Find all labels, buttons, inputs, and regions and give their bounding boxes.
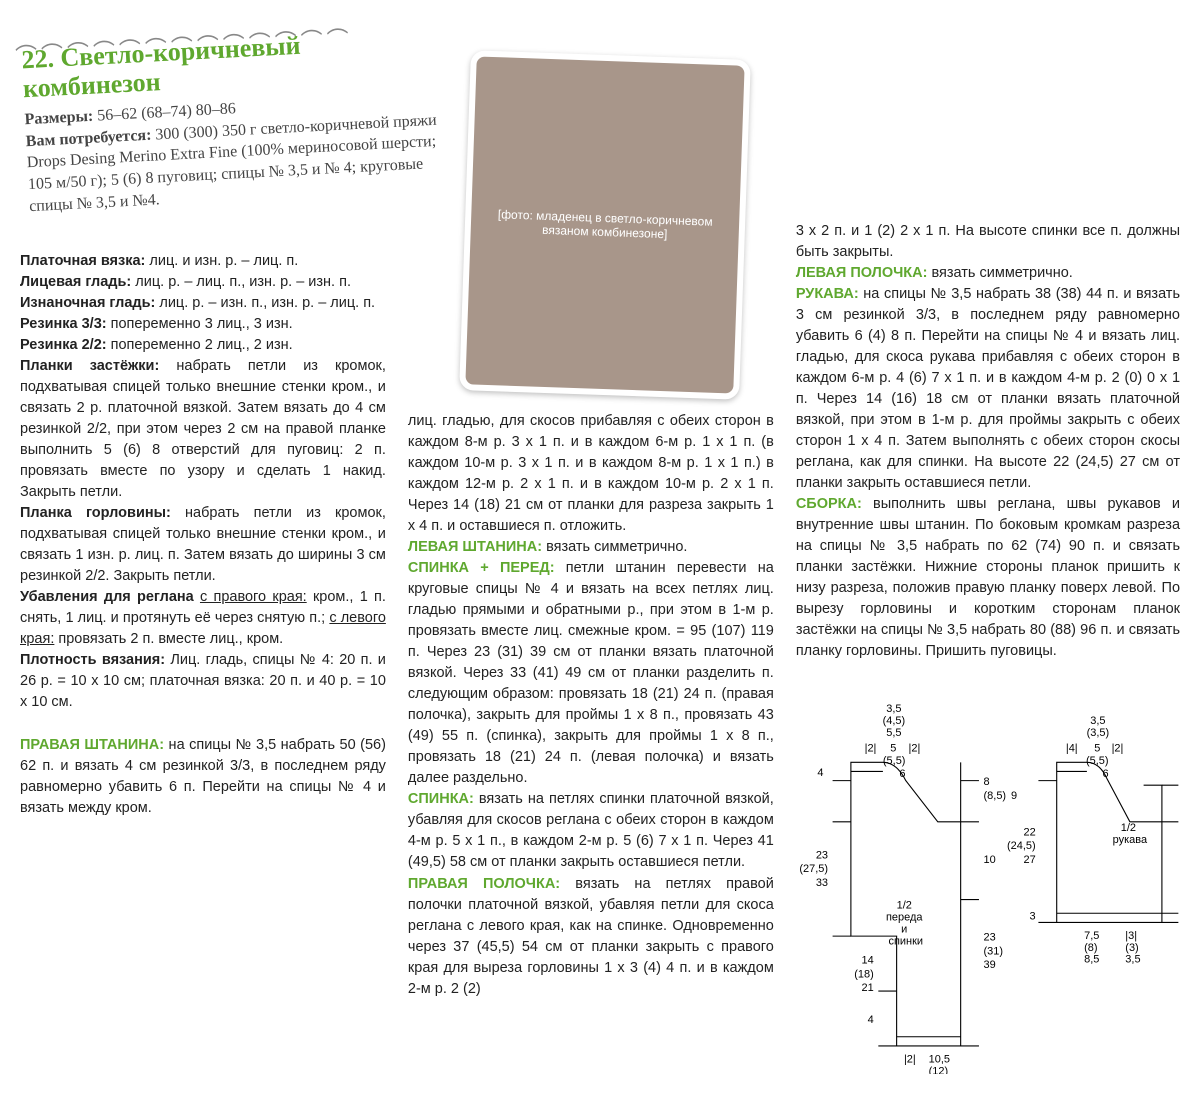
sizes-value: 56–62 (68–74) 80–86 <box>97 100 236 124</box>
svg-text:4: 4 <box>817 768 823 780</box>
svg-text:5: 5 <box>890 743 896 755</box>
svg-text:8,5: 8,5 <box>1084 954 1099 966</box>
neckband-label: Планка горловины: <box>20 505 171 521</box>
svg-text:33: 33 <box>816 877 828 889</box>
materials-value: 300 (300) 350 г светло-коричневой пряжи … <box>26 112 437 215</box>
svg-text:|2|: |2| <box>864 743 876 755</box>
svg-text:21: 21 <box>861 983 873 995</box>
svg-text:23: 23 <box>983 932 995 944</box>
rev-stockinette-text: лиц. р. – изн. п., изн. р. – лиц. п. <box>155 295 375 311</box>
svg-text:(3,5): (3,5) <box>1086 727 1109 739</box>
rib33-text: попеременно 3 лиц., 3 изн. <box>107 316 293 332</box>
left-front-label: ЛЕВАЯ ПОЛОЧКА: <box>796 265 928 281</box>
rib33-label: Резинка 3/3: <box>20 316 107 332</box>
raglan-left-text: провязать 2 п. вместе лиц., кром. <box>54 631 283 647</box>
svg-text:(24,5): (24,5) <box>1007 841 1036 853</box>
left-leg-text: вязать симметрично. <box>542 539 687 555</box>
svg-text:39: 39 <box>983 960 995 972</box>
svg-text:8: 8 <box>983 777 989 789</box>
stockinette-text: лиц. р. – лиц. п., изн. р. – изн. п. <box>131 274 351 290</box>
assembly-label: СБОРКА: <box>796 496 862 512</box>
right-front-label: ПРАВАЯ ПОЛОЧКА: <box>408 876 560 892</box>
svg-text:23: 23 <box>816 850 828 862</box>
svg-text:(4,5): (4,5) <box>882 715 905 727</box>
svg-text:22: 22 <box>1023 827 1035 839</box>
svg-text:|3|: |3| <box>1125 930 1137 942</box>
svg-text:3,5: 3,5 <box>1090 715 1105 727</box>
svg-text:1/2 переда: 1/2 переда и спинки <box>886 900 926 948</box>
header-card: 22. Светло-коричневый комбинезон Размеры… <box>21 24 459 217</box>
sleeves-text: на спицы № 3,5 набрать 38 (38) 44 п. и в… <box>796 286 1180 491</box>
svg-text:|2|: |2| <box>904 1054 916 1066</box>
svg-text:3: 3 <box>1029 911 1035 923</box>
back-front-label: СПИНКА + ПЕРЕД: <box>408 560 555 576</box>
svg-text:|2|: |2| <box>908 743 920 755</box>
svg-text:(5,5): (5,5) <box>883 756 906 768</box>
back-label: СПИНКА: <box>408 791 474 807</box>
sleeves-label: РУКАВА: <box>796 286 859 302</box>
raglan-right-u: с правого края: <box>200 589 307 605</box>
svg-text:(12): (12) <box>928 1066 948 1074</box>
svg-text:(31): (31) <box>983 946 1003 958</box>
col2-continuation: лиц. гладью, для скосов прибавляя с обеи… <box>408 413 774 534</box>
svg-text:(5,5): (5,5) <box>1086 756 1109 768</box>
column-3: 3 х 2 п. и 1 (2) 2 х 1 п. На высоте спин… <box>796 221 1180 1081</box>
rev-stockinette-label: Изнаночная гладь: <box>20 295 155 311</box>
svg-text:(8,5): (8,5) <box>983 790 1006 802</box>
right-leg-label: ПРАВАЯ ШТАНИНА: <box>20 737 164 753</box>
rib22-text: попеременно 2 лиц., 2 изн. <box>107 337 293 353</box>
schematic-diagram: 3,5 (4,5) 5,5 |2| 5 |2| (5,5) 6 4 23 (27… <box>796 680 1180 1080</box>
svg-text:(18): (18) <box>854 969 874 981</box>
right-front-text: вязать на петлях правой полочки платочно… <box>408 876 774 997</box>
garter-text: лиц. и изн. р. – лиц. п. <box>145 253 298 269</box>
stockinette-label: Лицевая гладь: <box>20 274 131 290</box>
sizes-label: Размеры: <box>24 108 93 129</box>
placket-text: набрать петли из кромок, подхватывая спи… <box>20 358 386 500</box>
svg-text:(3): (3) <box>1125 942 1138 954</box>
svg-text:5: 5 <box>1094 743 1100 755</box>
pattern-meta: Размеры: 56–62 (68–74) 80–86 Вам потребу… <box>24 87 459 217</box>
col3-continuation: 3 х 2 п. и 1 (2) 2 х 1 п. На высоте спин… <box>796 223 1180 260</box>
svg-text:14: 14 <box>861 955 873 967</box>
svg-text:5,5: 5,5 <box>886 727 901 739</box>
svg-text:|4|: |4| <box>1066 743 1078 755</box>
svg-text:3,5: 3,5 <box>886 704 901 716</box>
svg-text:|2|: |2| <box>1111 743 1123 755</box>
svg-text:4: 4 <box>867 1015 873 1027</box>
rib22-label: Резинка 2/2: <box>20 337 107 353</box>
svg-text:1/2 рукава: 1/2 рукава <box>1112 822 1147 846</box>
baby-photo: [фото: младенец в светло-коричневом вяза… <box>459 50 751 400</box>
garter-label: Платочная вязка: <box>20 253 145 269</box>
assembly-text: выполнить швы реглана, швы рукавов и вну… <box>796 496 1180 659</box>
back-front-text: петли штанин перевести на круговые спицы… <box>408 560 774 786</box>
placket-label: Планки застёжки: <box>20 358 159 374</box>
left-leg-label: ЛЕВАЯ ШТАНИНА: <box>408 539 542 555</box>
svg-text:27: 27 <box>1023 854 1035 866</box>
left-front-text: вязать симметрично. <box>927 265 1072 281</box>
svg-text:6: 6 <box>899 768 905 780</box>
raglan-dec-label: Убавления для реглана <box>20 589 200 605</box>
gauge-label: Плотность вязания: <box>20 652 165 668</box>
svg-text:(8): (8) <box>1084 942 1097 954</box>
svg-text:10,5: 10,5 <box>928 1054 949 1066</box>
svg-text:10: 10 <box>983 854 995 866</box>
svg-text:3,5: 3,5 <box>1125 954 1140 966</box>
materials-label: Вам потребуется: <box>25 126 151 150</box>
svg-text:7,5: 7,5 <box>1084 930 1099 942</box>
title-line-2: комбинезон <box>22 67 161 103</box>
svg-text:(27,5): (27,5) <box>799 864 828 876</box>
column-1: Платочная вязка: лиц. и изн. р. – лиц. п… <box>20 221 386 1081</box>
svg-text:9: 9 <box>1011 790 1017 802</box>
svg-text:6: 6 <box>1102 768 1108 780</box>
